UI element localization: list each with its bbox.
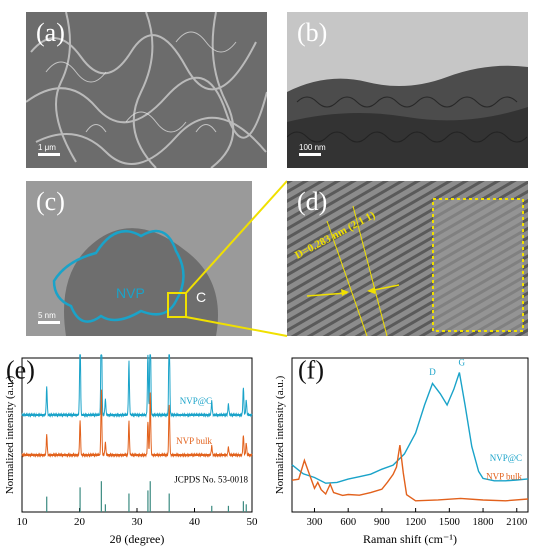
series-line-1 bbox=[291, 444, 529, 502]
annotation-d: D bbox=[429, 367, 436, 377]
hrtem-c-overlay bbox=[26, 181, 252, 336]
x-tick-label: 1500 bbox=[439, 517, 460, 528]
xrd-chart-svg: (e) 10 20 30 40 50 2θ (degree) Normalized inten… bbox=[4, 354, 259, 546]
x-tick-label: 900 bbox=[374, 517, 390, 528]
x-tick-label: 600 bbox=[340, 517, 356, 528]
y-axis-label: Normalized intensity (a.u.) bbox=[274, 375, 286, 494]
annotation-g: G bbox=[458, 358, 465, 368]
series-label-0: NVP@C bbox=[180, 396, 212, 406]
x-tick-label: 30 bbox=[132, 516, 144, 528]
x-tick-label: 20 bbox=[74, 516, 86, 528]
x-axis-label: Raman shift (cm⁻¹) bbox=[363, 532, 457, 546]
panel-d-label: (d) bbox=[297, 187, 328, 216]
x-tick-label: 1200 bbox=[405, 517, 426, 528]
panel-e-label: (e) bbox=[6, 355, 35, 384]
hrtem-d-overlay bbox=[287, 181, 528, 336]
panel-c-hrtem-image: (c) NVP C 5 nm bbox=[26, 181, 252, 336]
x-tick-label: 40 bbox=[189, 516, 201, 528]
x-tick-label: 2100 bbox=[506, 517, 527, 528]
carbon-region-label: C bbox=[196, 289, 207, 305]
y-axis-label: Normalized intensity (a.u.) bbox=[4, 375, 16, 494]
series-line-1 bbox=[21, 389, 253, 458]
zoom-box bbox=[167, 292, 187, 318]
raman-chart-svg: (f) 300 600 900 1200 1500 1800 2100 Raman shift … bbox=[274, 355, 529, 546]
x-tick-label: 1800 bbox=[473, 517, 494, 528]
nvp-outline bbox=[52, 229, 185, 323]
plot-frame bbox=[21, 357, 253, 513]
series-label-0: NVP@C bbox=[490, 453, 522, 463]
x-tick-label: 50 bbox=[247, 516, 259, 528]
panel-a-scalebar: 1 μm bbox=[38, 143, 60, 156]
series-line-0 bbox=[291, 372, 529, 484]
nvp-region-label: NVP bbox=[116, 285, 145, 301]
panel-b-tem-image: (b) 100 nm bbox=[287, 12, 528, 168]
panel-a-sem-image: (a) 1 μm bbox=[26, 12, 267, 168]
panel-b-scalebar: 100 nm bbox=[299, 143, 326, 156]
panel-f-raman-chart: (f) 300 600 900 1200 1500 1800 2100 Raman shift … bbox=[270, 350, 538, 550]
sem-texture bbox=[26, 12, 267, 168]
panel-f-label: (f) bbox=[298, 355, 324, 384]
panel-b-label: (b) bbox=[297, 18, 328, 47]
amorphous-box bbox=[432, 198, 524, 332]
panel-c-label: (c) bbox=[36, 187, 65, 216]
panel-d-hrtem-image: (d) D=0.283 nm (2 1 1) bbox=[287, 181, 528, 336]
reference-label: JCPDS No. 53-0018 bbox=[174, 475, 248, 485]
x-tick-label: 10 bbox=[17, 516, 29, 528]
x-axis-label: 2θ (degree) bbox=[110, 532, 165, 546]
tem-texture bbox=[287, 12, 528, 168]
series-label-1: NVP bulk bbox=[486, 472, 522, 482]
x-tick-label: 300 bbox=[307, 517, 323, 528]
panel-a-label: (a) bbox=[36, 18, 65, 47]
panel-c-scalebar: 5 nm bbox=[38, 311, 60, 324]
series-line-0 bbox=[21, 354, 253, 418]
series-label-1: NVP bulk bbox=[176, 436, 212, 446]
panel-e-xrd-chart: (e) 10 20 30 40 50 2θ (degree) Normalized inten… bbox=[0, 350, 268, 550]
plot-frame bbox=[291, 357, 529, 513]
